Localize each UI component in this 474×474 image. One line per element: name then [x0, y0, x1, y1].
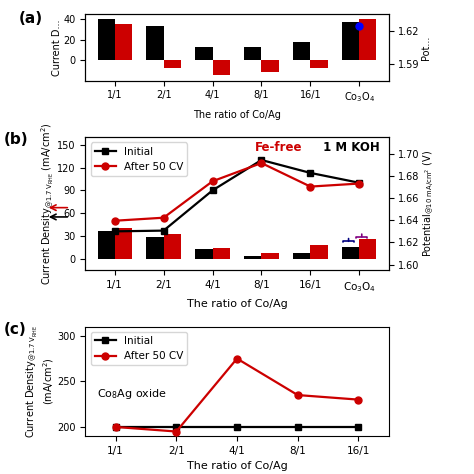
- Bar: [212, 248, 230, 259]
- Bar: [195, 47, 212, 60]
- Bar: [293, 253, 310, 259]
- Legend: Initial, After 50 CV: Initial, After 50 CV: [91, 143, 187, 176]
- Bar: [310, 245, 328, 259]
- Bar: [115, 228, 132, 259]
- Bar: [146, 27, 164, 60]
- Bar: [244, 47, 262, 60]
- Bar: [164, 234, 181, 259]
- Bar: [293, 42, 310, 60]
- Bar: [146, 237, 164, 259]
- Bar: [359, 19, 376, 60]
- Y-axis label: Current D...: Current D...: [52, 19, 62, 76]
- Bar: [342, 22, 359, 60]
- Y-axis label: Current Density$_{@1.7\ \mathrm{V_{RHE}}}$ (mA/cm$^2$): Current Density$_{@1.7\ \mathrm{V_{RHE}}…: [39, 122, 56, 285]
- Legend: Initial, After 50 CV: Initial, After 50 CV: [91, 332, 187, 365]
- Text: Co$_8$Ag oxide: Co$_8$Ag oxide: [98, 387, 167, 401]
- Y-axis label: Current Density$_{@1.7\ \mathrm{V_{RHE}}}$
(mA/cm$^2$): Current Density$_{@1.7\ \mathrm{V_{RHE}}…: [24, 325, 55, 438]
- Bar: [342, 247, 359, 259]
- Bar: [212, 60, 230, 74]
- Y-axis label: Potential$_{@10\ \mathrm{mA/cm}^2}$ (V): Potential$_{@10\ \mathrm{mA/cm}^2}$ (V): [421, 150, 436, 257]
- Text: Fe-free: Fe-free: [255, 141, 303, 154]
- Bar: [262, 60, 279, 73]
- Bar: [195, 249, 212, 259]
- Bar: [115, 25, 132, 60]
- Text: (b): (b): [3, 132, 28, 147]
- Bar: [262, 254, 279, 259]
- Bar: [164, 60, 181, 68]
- X-axis label: The ratio of Co/Ag: The ratio of Co/Ag: [193, 109, 281, 120]
- Bar: [98, 19, 115, 60]
- X-axis label: The ratio of Co/Ag: The ratio of Co/Ag: [187, 461, 287, 471]
- Bar: [359, 239, 376, 259]
- Bar: [244, 256, 262, 259]
- Bar: [98, 231, 115, 259]
- Text: 1 M KOH: 1 M KOH: [319, 141, 380, 154]
- X-axis label: The ratio of Co/Ag: The ratio of Co/Ag: [187, 299, 287, 309]
- Y-axis label: Pot...: Pot...: [421, 35, 431, 60]
- Bar: [310, 60, 328, 68]
- Text: (c): (c): [3, 322, 26, 337]
- Text: (a): (a): [18, 11, 43, 26]
